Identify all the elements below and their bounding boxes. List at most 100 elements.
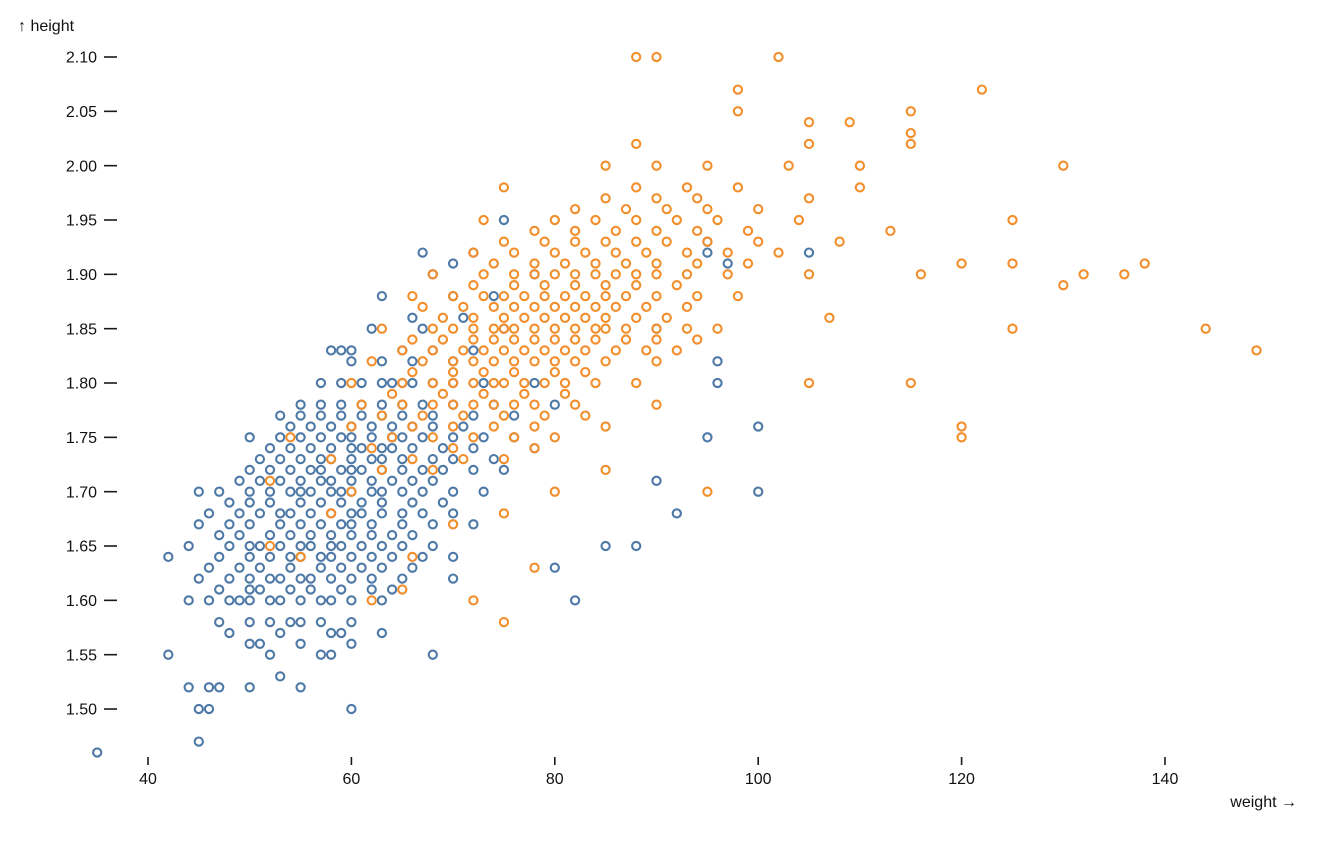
data-point-blue [295,399,306,410]
data-point-blue [346,432,357,443]
data-point-orange [702,236,713,247]
data-point-orange [692,334,703,345]
data-point-orange [376,410,388,421]
data-point-orange [529,356,540,367]
data-point-blue [447,258,459,269]
data-point-orange [539,280,550,291]
data-point-blue [275,508,286,519]
data-point-blue [183,595,194,606]
data-point-blue [183,682,194,693]
data-point-blue [478,377,489,389]
data-point-blue [336,497,347,508]
data-point-orange [610,345,621,356]
data-point-blue [336,410,347,421]
data-point-orange [519,345,530,356]
data-point-orange [468,280,479,291]
data-point-blue [234,529,245,541]
data-point-blue [315,410,327,421]
data-point-blue [275,432,286,443]
data-point-blue [417,464,428,476]
data-point-orange [915,269,927,280]
x-axis-ticks: 40 60 80 100 120 140 [139,757,1178,788]
data-point-orange [600,280,611,291]
data-point-blue [295,486,306,497]
data-point-orange [508,247,520,258]
data-point-blue [468,345,479,356]
data-point-blue [417,551,428,563]
data-point-orange [1058,280,1069,291]
data-point-blue [376,486,388,497]
data-point-orange [631,182,642,193]
x-tick-label: 100 [745,771,772,788]
data-point-blue [386,421,398,432]
data-point-orange [519,290,530,302]
data-point-blue [254,584,266,595]
data-point-blue [264,595,276,606]
data-point-blue [397,432,408,443]
data-point-blue [447,453,459,465]
data-point-blue [437,464,449,476]
x-tick-label: 80 [546,771,564,788]
y-axis-ticks: 1.50 1.55 1.60 1.65 1.70 1.75 1.80 1.85 1.90 1.95… [66,50,117,719]
data-point-blue [244,497,255,508]
data-point-orange [366,595,377,606]
data-point-blue [264,529,276,541]
data-point-orange [559,258,571,269]
data-point-orange [478,269,489,280]
data-point-orange [325,453,337,465]
data-point-orange [458,453,469,465]
data-point-blue [508,410,520,421]
data-point-orange [742,225,754,237]
data-point-orange [549,486,560,497]
data-point-blue [244,584,255,595]
data-point-blue [254,638,266,649]
data-point-orange [834,236,845,247]
data-point-blue [305,464,316,476]
data-point-orange [854,182,866,193]
data-point-blue [305,443,316,454]
data-point-blue [203,703,215,715]
data-point-orange [468,356,479,367]
data-point-blue [264,649,276,660]
data-point-blue [346,551,357,563]
data-point-blue [193,573,204,584]
y-tick-label: 1.70 [66,484,97,501]
data-point-blue [315,616,327,628]
data-point-blue [478,486,489,497]
data-point-orange [549,334,560,345]
data-point-blue [468,519,479,530]
data-point-orange [600,421,611,432]
data-point-blue [346,443,357,454]
y-tick-label: 1.60 [66,593,97,610]
data-point-orange [641,301,652,313]
data-point-blue [376,453,388,465]
data-point-orange [549,214,560,226]
data-point-blue [447,432,459,443]
x-tick-label: 120 [948,771,975,788]
data-point-blue [417,508,428,519]
data-point-blue [234,562,245,573]
data-point-orange [498,236,510,247]
data-point-orange [437,334,449,345]
data-point-orange [641,247,652,258]
data-point-orange [376,323,388,334]
data-point-orange [803,193,815,204]
data-point-orange [488,258,499,269]
data-point-blue [346,638,357,649]
data-point-orange [661,236,672,247]
data-point-blue [803,247,815,258]
data-point-blue [193,519,204,530]
data-point-orange [681,269,693,280]
data-point-orange [366,443,377,454]
data-point-blue [376,377,388,389]
y-tick-label: 1.80 [66,376,97,393]
data-point-blue [244,519,255,530]
data-point-blue [295,573,306,584]
data-point-blue [244,573,255,584]
data-point-orange [600,356,611,367]
data-point-orange [651,399,662,410]
data-point-orange [620,334,632,345]
data-point-orange [508,432,520,443]
data-point-orange [569,323,581,334]
